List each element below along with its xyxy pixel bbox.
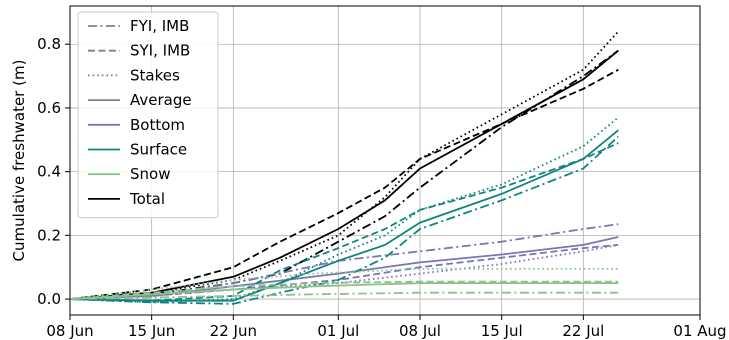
series-line-bottom-stakes [69, 244, 619, 300]
series-line-snow-average [69, 282, 619, 300]
series-line-total-average [69, 49, 619, 300]
y-tick-label: 0.2 [37, 226, 61, 244]
x-tick-label: 01 Aug [673, 322, 726, 340]
legend-label: SYI, IMB [130, 42, 190, 60]
y-axis-label: Cumulative freshwater (m) [10, 60, 28, 262]
x-tick-label: 15 Jul [481, 322, 523, 340]
x-tick-label: 01 Jul [317, 322, 359, 340]
series-line-snow-fyi-imb [69, 291, 619, 300]
x-tick-label: 22 Jul [562, 322, 604, 340]
legend: FYI, IMB SYI, IMB Stakes Average Bottom Surfa… [77, 11, 219, 219]
axis-ticks: 08 Jun 15 Jun 22 Jun 01 Jul 08 Jul 15 Jul 22 J… [37, 35, 726, 340]
legend-items: FYI, IMB SYI, IMB Stakes Average Bottom Surfa… [88, 17, 192, 208]
y-tick-label: 0.0 [37, 290, 61, 308]
series-lines [69, 30, 619, 305]
y-tick-label: 0.4 [37, 163, 61, 181]
plot-frame [69, 5, 701, 316]
x-tick-label: 08 Jun [46, 322, 93, 340]
y-tick-label: 0.8 [37, 35, 61, 53]
legend-label: FYI, IMB [130, 17, 189, 35]
x-tick-label: 15 Jun [128, 322, 175, 340]
series-line-total-syi-imb [69, 68, 619, 300]
series-line-total-stakes [69, 30, 619, 300]
y-tick-label: 0.6 [37, 99, 61, 117]
series-line-surface-syi-imb [69, 142, 619, 302]
legend-label: Surface [130, 141, 187, 159]
legend-label: Total [129, 190, 165, 208]
series-line-snow-syi-imb [69, 280, 619, 300]
legend-label: Snow [130, 165, 170, 183]
legend-label: Bottom [130, 116, 185, 134]
legend-label: Average [130, 91, 192, 109]
series-line-surface-stakes [69, 116, 619, 304]
series-line-surface-fyi-imb [69, 135, 619, 305]
legend-label: Stakes [130, 66, 180, 84]
legend-box [77, 11, 219, 219]
x-tick-label: 22 Jun [210, 322, 257, 340]
series-line-surface-average [69, 129, 619, 302]
x-tick-label: 08 Jul [399, 322, 441, 340]
